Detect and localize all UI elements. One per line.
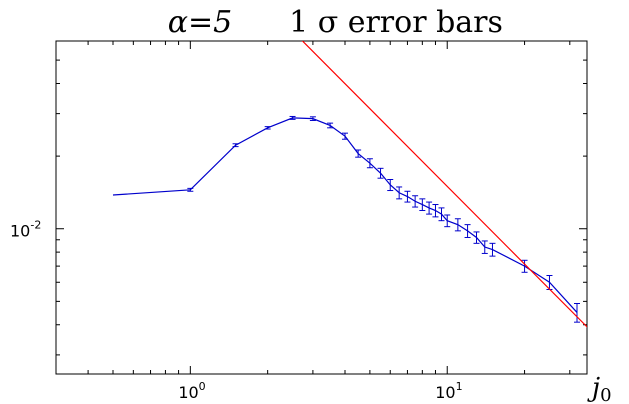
error-bar — [289, 115, 296, 120]
error-bar — [521, 259, 528, 273]
x-tick-label: 101 — [435, 380, 462, 402]
error-bar — [387, 178, 394, 192]
chart-title-left: α=5 — [168, 5, 232, 40]
error-bar — [309, 116, 316, 121]
series-line-1 — [301, 41, 587, 328]
error-bar — [464, 224, 471, 238]
y-tick-label: 10-2 — [10, 219, 41, 241]
error-bar — [396, 186, 403, 200]
error-bar — [438, 207, 445, 222]
error-bar — [489, 242, 496, 257]
error-bar — [473, 231, 480, 244]
axis-ticks — [55, 40, 587, 374]
x-axis-label-sub: 0 — [600, 385, 611, 404]
error-bar — [444, 214, 451, 228]
series-line-0 — [112, 117, 578, 313]
error-bar — [341, 132, 348, 140]
error-bar — [232, 143, 239, 148]
error-bar — [481, 240, 488, 254]
error-bar — [574, 302, 581, 323]
plot-frame — [55, 40, 588, 375]
error-bar — [419, 198, 426, 212]
x-tick-label: 100 — [178, 380, 205, 402]
error-bar — [426, 201, 433, 215]
tick-labels: 100 101 10-2 — [10, 219, 463, 402]
series-layer — [112, 41, 587, 328]
error-bar — [377, 167, 384, 179]
error-bar — [355, 149, 362, 158]
error-bar — [404, 190, 411, 203]
error-bar — [327, 122, 334, 129]
error-bar — [264, 126, 271, 130]
chart-title-right: 1 σ error bars — [289, 5, 503, 40]
error-bar — [454, 218, 461, 232]
error-bar — [412, 195, 419, 208]
error-bar — [432, 204, 439, 218]
x-axis-label: j0 — [587, 373, 612, 404]
x-axis-label-base: j — [587, 373, 600, 403]
error-bar — [366, 158, 373, 169]
error-bar — [187, 187, 194, 192]
